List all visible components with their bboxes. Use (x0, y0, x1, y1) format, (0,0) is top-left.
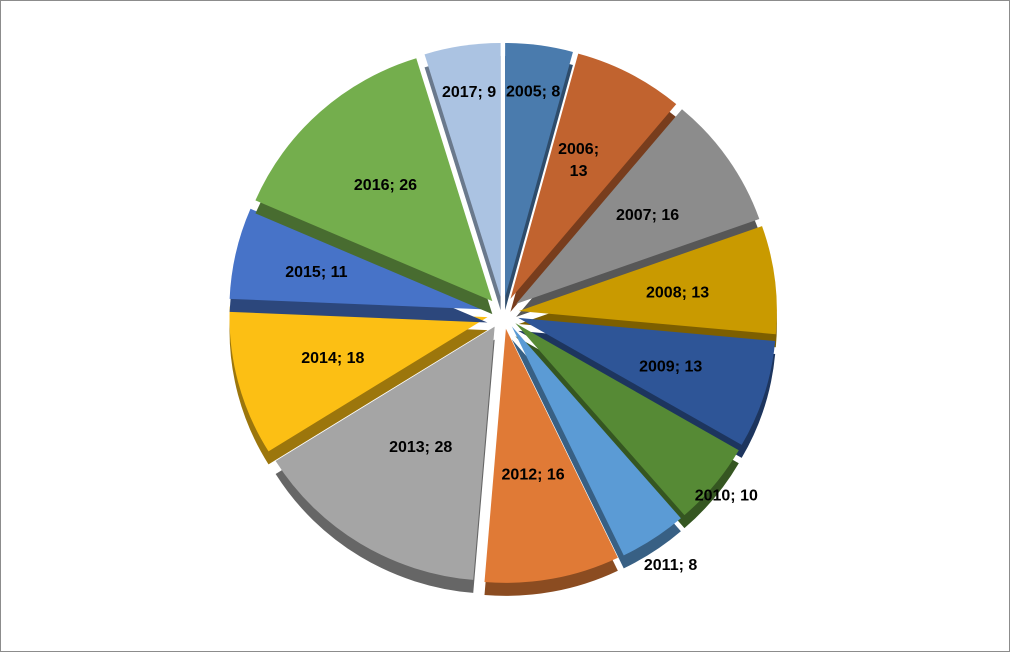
pie-slice-top-2008 (518, 226, 777, 335)
pie-slice-top-2016 (255, 58, 493, 302)
data-label-2007: 2007; 16 (616, 207, 679, 224)
pie-slice-2011 (511, 326, 681, 569)
pie-slice-top-2009 (518, 317, 776, 445)
pie-slice-2017 (424, 43, 501, 311)
data-label-2013: 2013; 28 (389, 439, 452, 456)
data-label-2017: 2017; 9 (442, 84, 496, 101)
data-label-2011: 2011; 8 (644, 557, 697, 574)
pie-slice-2007 (516, 109, 760, 317)
pie-slice-top-2013 (275, 326, 495, 580)
pie-slice-2014 (229, 306, 488, 465)
data-label-2015: 2015; 11 (285, 264, 347, 281)
data-label-2010: 2010; 10 (695, 488, 758, 505)
pie-slice-top-2005 (505, 43, 573, 298)
pie-slice-2005 (505, 43, 573, 311)
pie-slice-2012 (484, 328, 618, 596)
data-label-2012: 2012; 16 (502, 467, 565, 484)
pie-slice-2006 (510, 53, 677, 312)
pie-slice-top-2007 (516, 109, 760, 304)
pie-slice-2013 (275, 326, 495, 593)
data-label-2005: 2005; 8 (506, 84, 560, 101)
pie-slice-2010 (515, 323, 739, 529)
data-label-2009: 2009; 13 (639, 359, 702, 376)
data-label-2016: 2016; 26 (354, 177, 417, 194)
pie-slice-top-2011 (511, 326, 681, 556)
pie-slice-top-2017 (424, 43, 501, 298)
data-label-2014: 2014; 18 (301, 350, 364, 367)
pie-slice-top-2010 (515, 323, 739, 516)
data-label-2008: 2008; 13 (646, 284, 709, 301)
pie-slice-2016 (255, 58, 493, 315)
pie-slice-2008 (518, 226, 777, 348)
pie-slice-top-2014 (229, 306, 488, 452)
pie-slice-top-2012 (484, 328, 618, 583)
pie-slice-top-2006 (510, 53, 677, 299)
data-label-2006: 2006; 13 (558, 141, 599, 180)
